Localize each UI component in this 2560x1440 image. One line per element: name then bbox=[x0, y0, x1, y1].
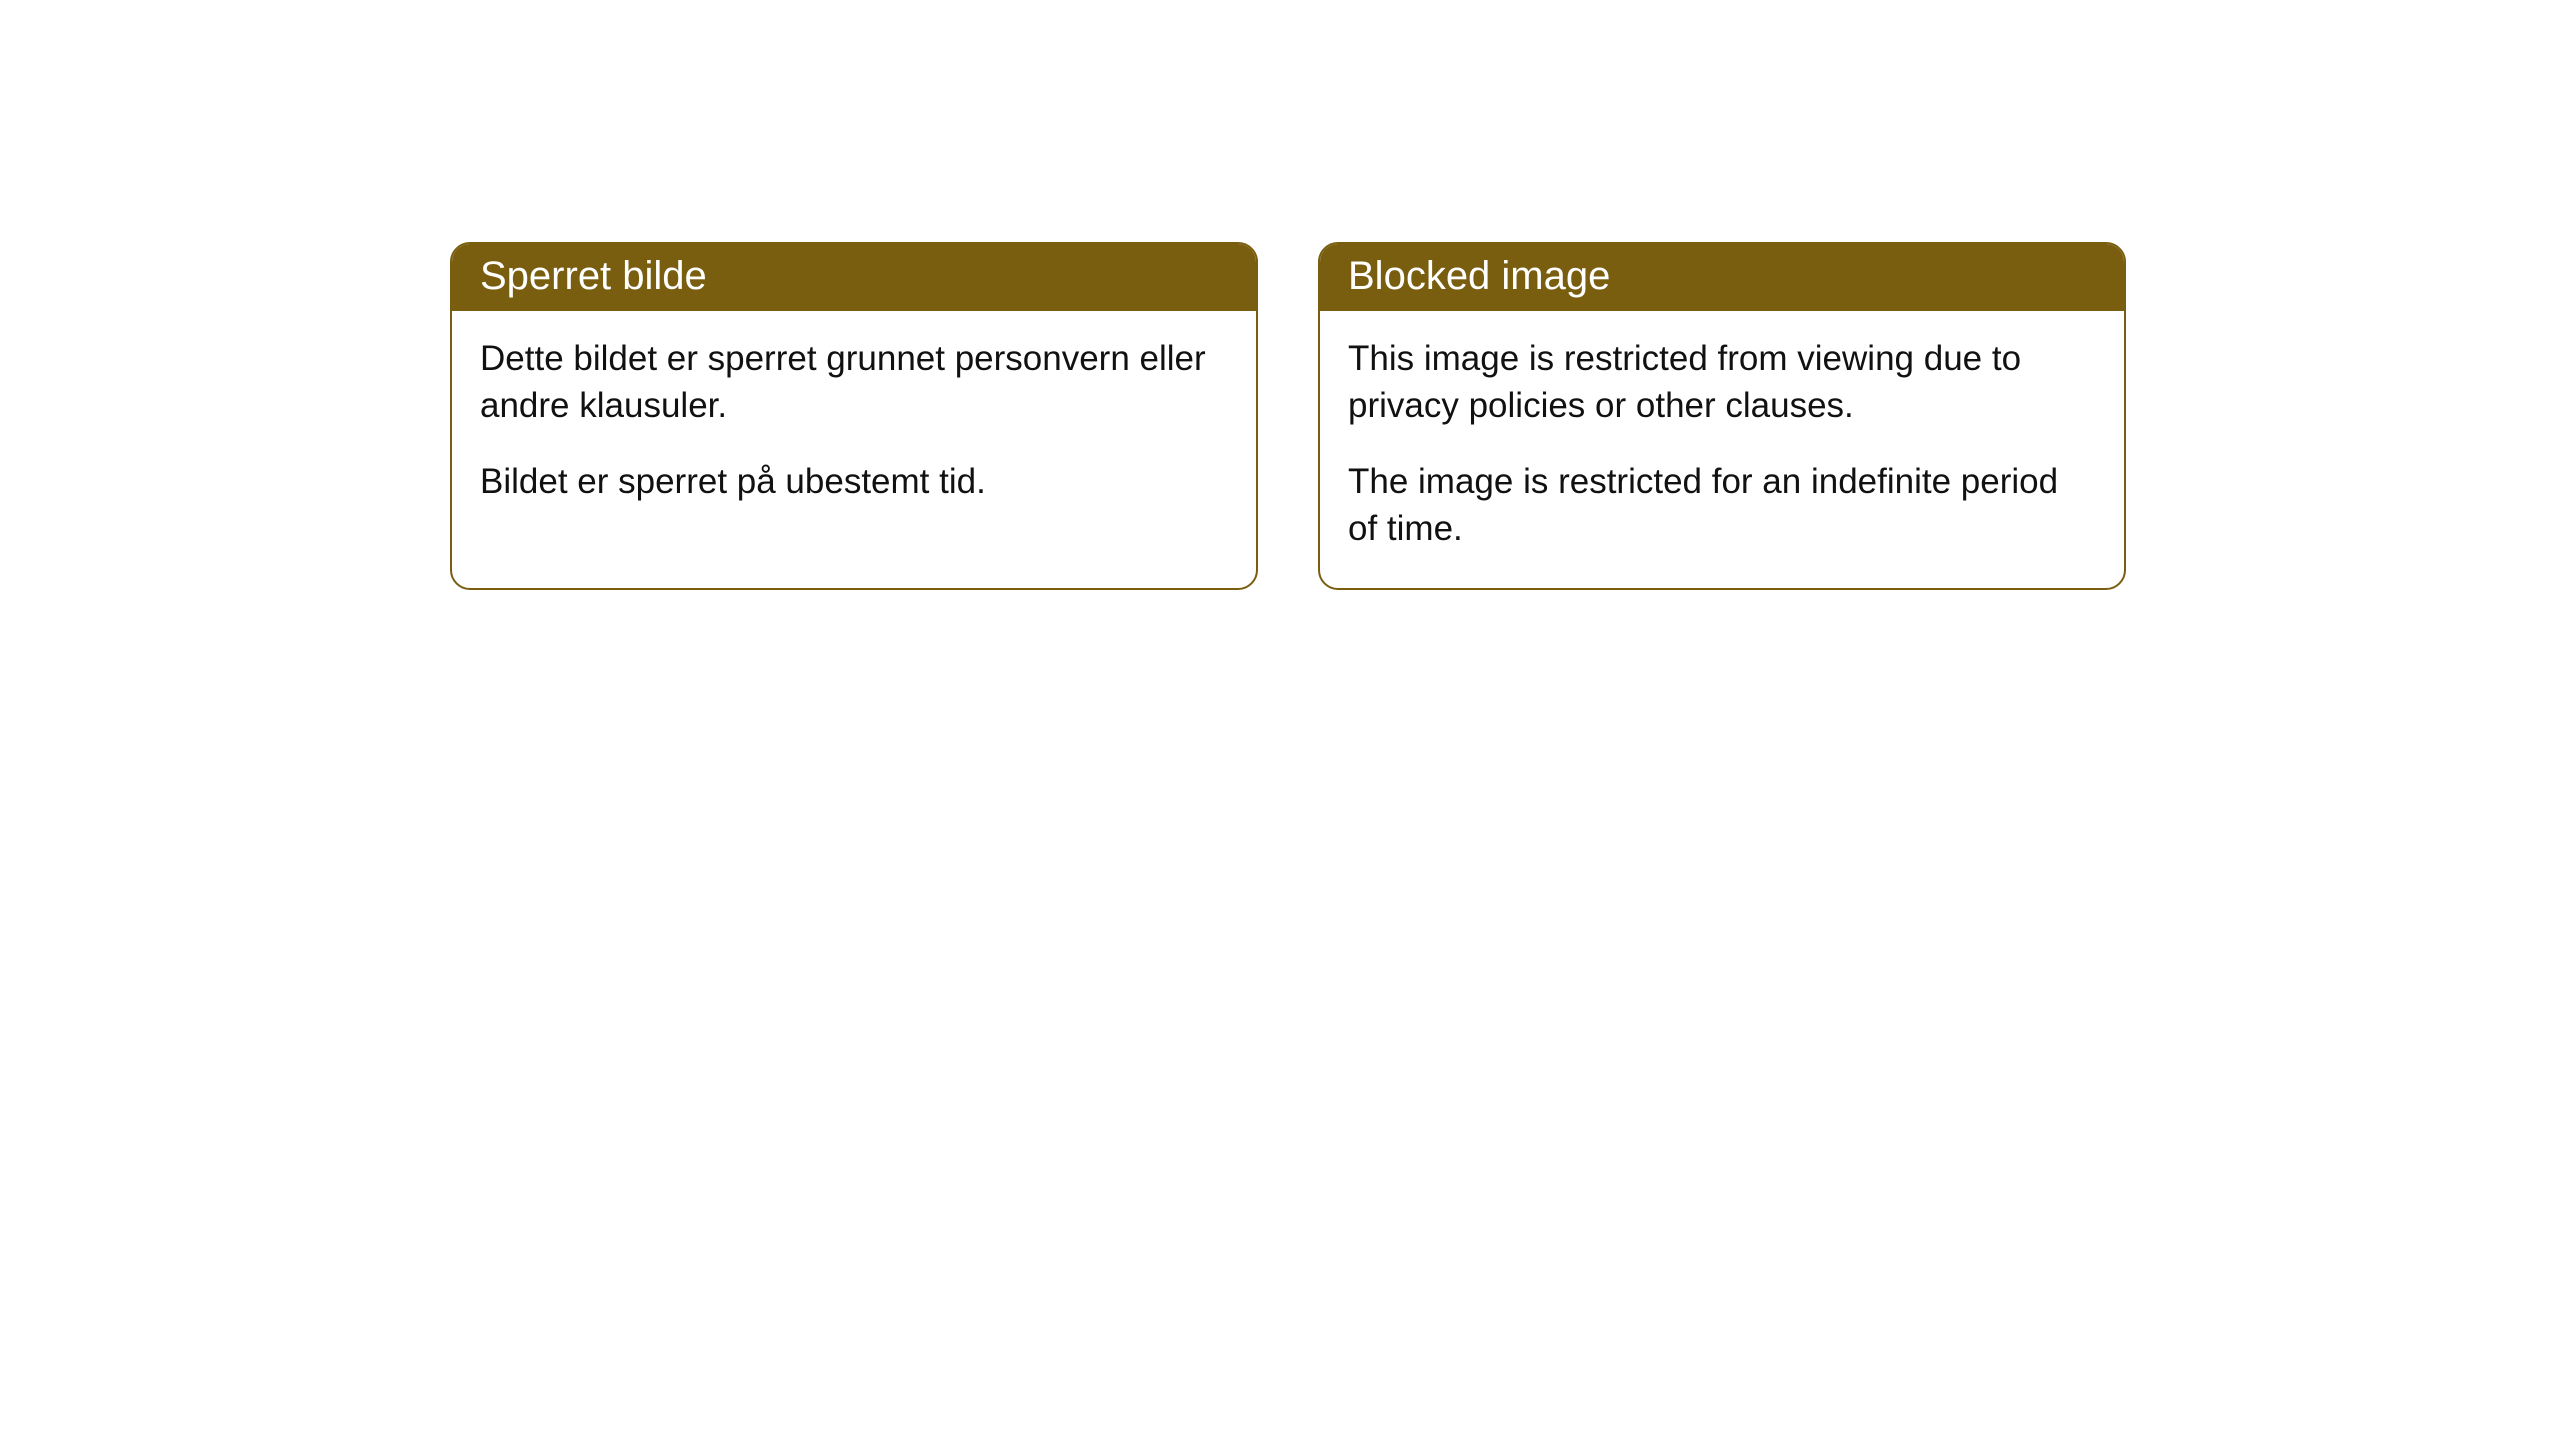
card-paragraph-2: Bildet er sperret på ubestemt tid. bbox=[480, 458, 1228, 505]
card-body: Dette bildet er sperret grunnet personve… bbox=[452, 311, 1256, 541]
card-paragraph-2: The image is restricted for an indefinit… bbox=[1348, 458, 2096, 553]
notice-cards-container: Sperret bilde Dette bildet er sperret gr… bbox=[0, 0, 2560, 590]
card-title: Sperret bilde bbox=[480, 254, 707, 298]
card-body: This image is restricted from viewing du… bbox=[1320, 311, 2124, 588]
card-paragraph-1: Dette bildet er sperret grunnet personve… bbox=[480, 335, 1228, 430]
card-header: Sperret bilde bbox=[452, 244, 1256, 311]
card-paragraph-1: This image is restricted from viewing du… bbox=[1348, 335, 2096, 430]
card-header: Blocked image bbox=[1320, 244, 2124, 311]
notice-card-english: Blocked image This image is restricted f… bbox=[1318, 242, 2126, 590]
notice-card-norwegian: Sperret bilde Dette bildet er sperret gr… bbox=[450, 242, 1258, 590]
card-title: Blocked image bbox=[1348, 254, 1610, 298]
